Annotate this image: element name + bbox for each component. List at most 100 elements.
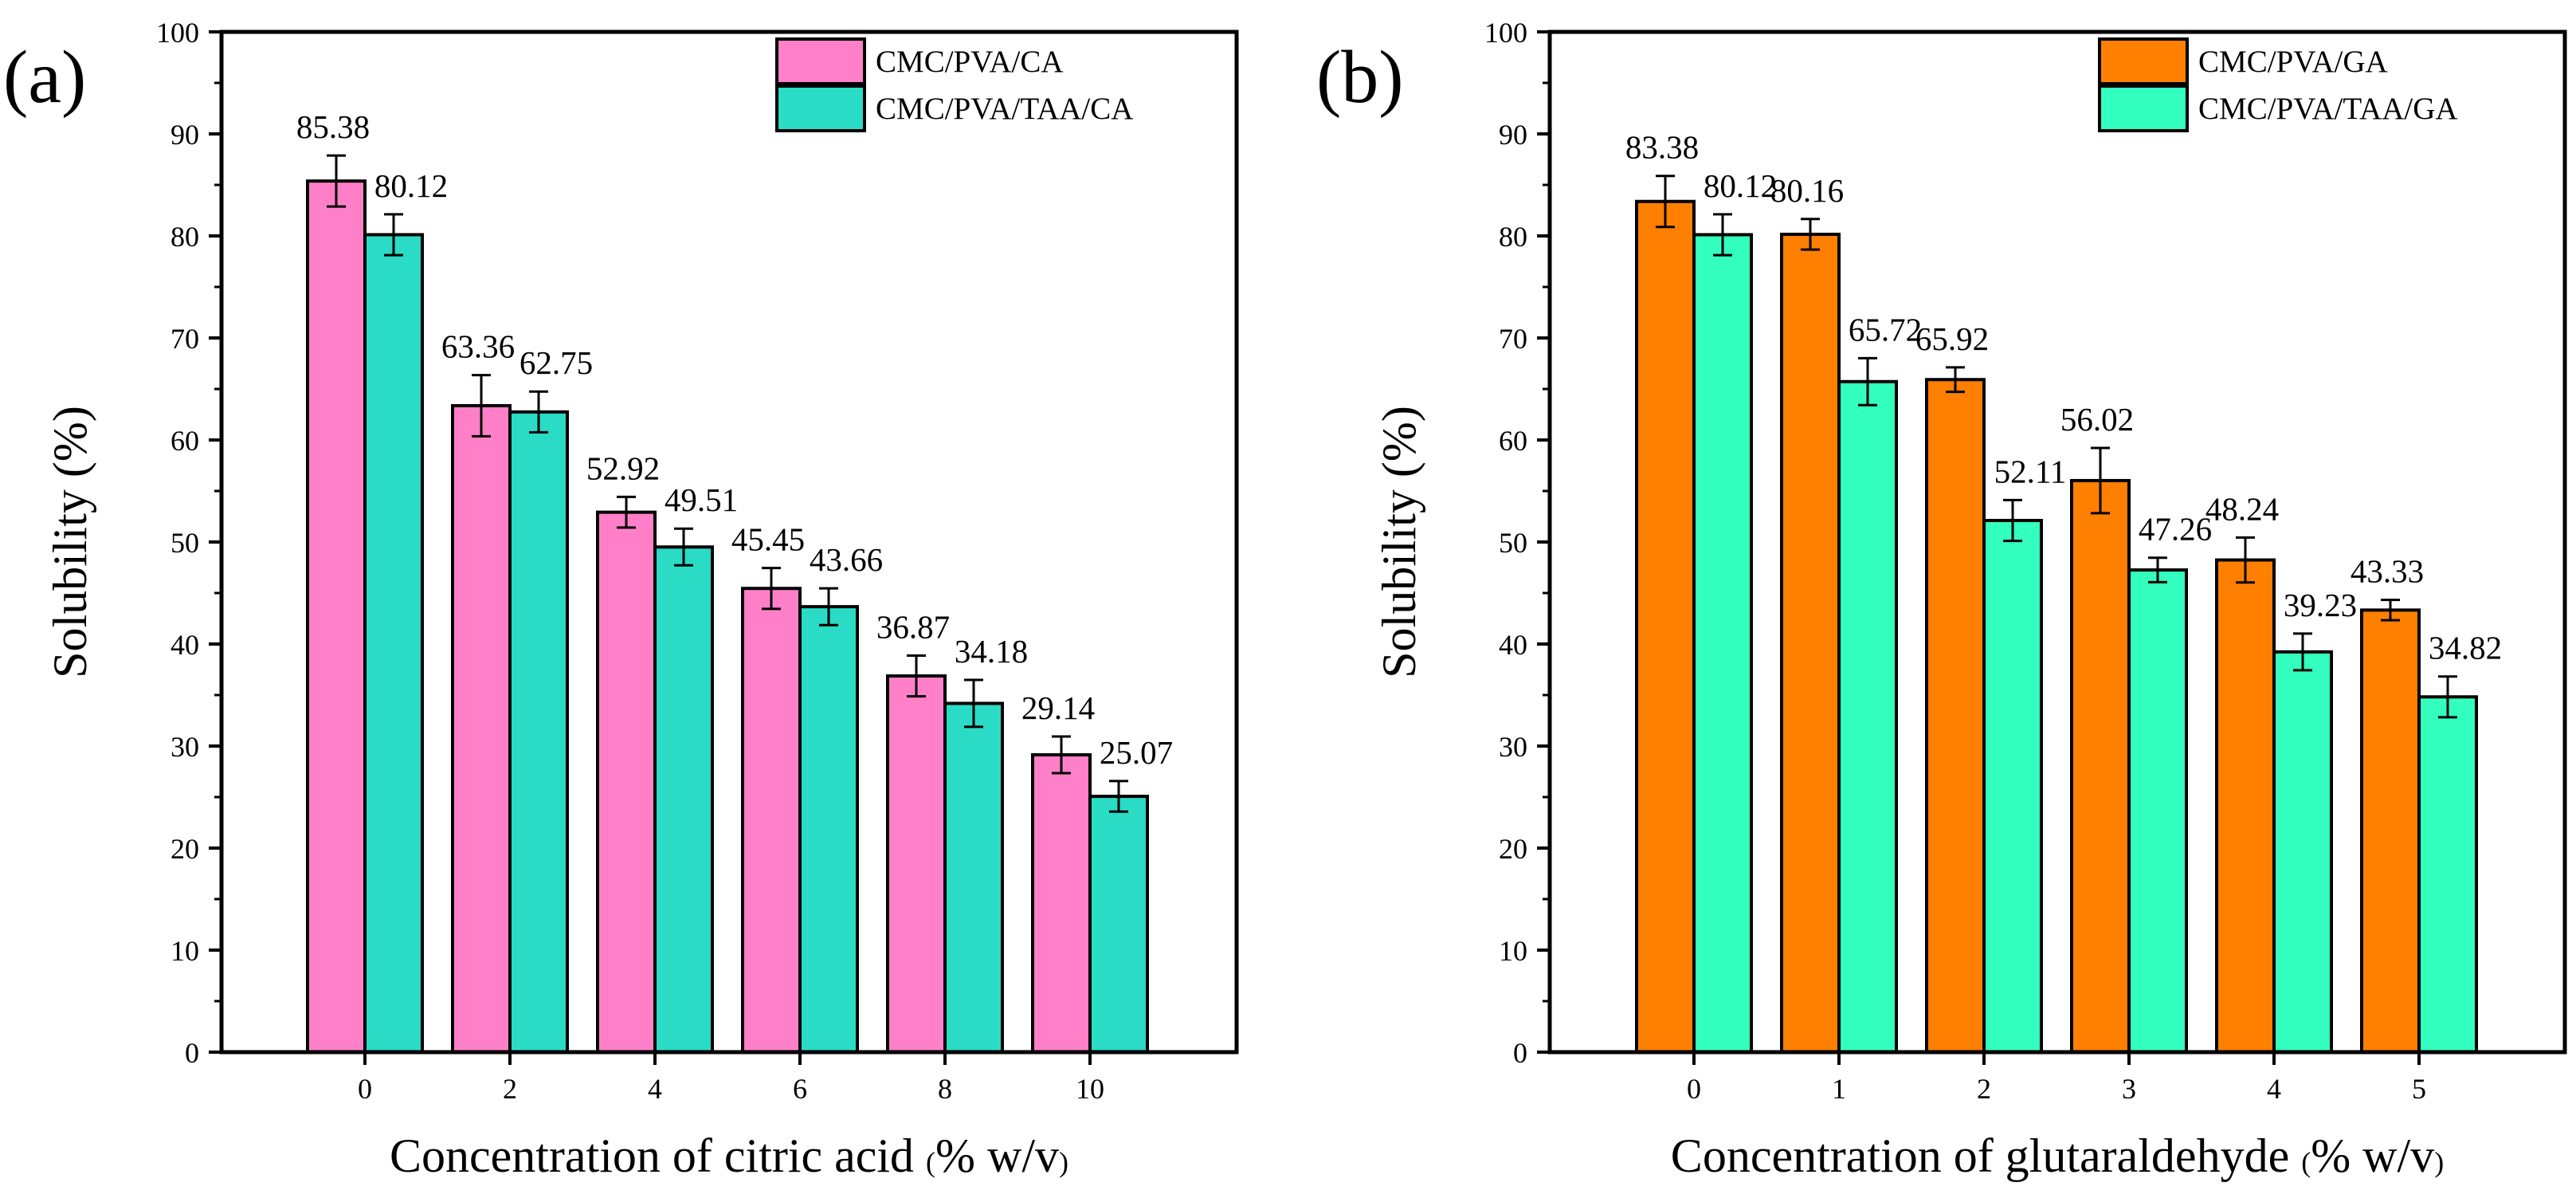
x-axis-label: Concentration of glutaraldehyde (% w/v)	[1671, 1129, 2444, 1182]
legend-swatch	[2098, 84, 2189, 132]
x-axis-label-paren-close: )	[1059, 1146, 1068, 1178]
y-tick-label: 90	[171, 119, 199, 151]
data-label: 45.45	[731, 521, 805, 558]
bar-cmc-pva-taa-ga-5	[2417, 695, 2478, 1055]
panel-label: (b)	[1316, 36, 1404, 119]
data-label: 29.14	[1021, 689, 1095, 726]
y-tick-label: 30	[1499, 731, 1527, 763]
legend-swatch	[2098, 37, 2189, 85]
x-tick-label: 0	[358, 1073, 372, 1105]
x-tick-label: 3	[2122, 1073, 2136, 1105]
y-tick-label: 10	[1499, 935, 1527, 967]
data-label: 80.16	[1770, 172, 1844, 209]
bar-cmc-pva-taa-ga-2	[1982, 518, 2043, 1054]
bar-cmc-pva-ca-0	[306, 179, 367, 1055]
x-axis-label-unit: % w/v	[935, 1129, 1059, 1182]
bar-cmc-pva-taa-ca-0	[363, 233, 424, 1054]
plot-frame	[1547, 29, 2567, 1055]
data-label: 49.51	[665, 481, 738, 518]
bar-cmc-pva-ga-3	[2070, 478, 2131, 1054]
bar-cmc-pva-ca-4	[596, 510, 657, 1054]
y-tick-label: 70	[171, 323, 199, 355]
x-tick-label: 0	[1687, 1073, 1701, 1105]
legend-swatch	[775, 37, 866, 85]
data-label: 43.66	[810, 541, 883, 578]
bar-cmc-pva-taa-ca-6	[798, 605, 859, 1054]
data-label: 80.12	[1704, 167, 1777, 204]
data-label: 65.92	[1915, 320, 1989, 357]
bar-cmc-pva-taa-ca-10	[1088, 795, 1149, 1054]
y-tick-label: 80	[171, 221, 199, 253]
legend: CMC/PVA/CA CMC/PVA/TAA/CA	[775, 37, 1133, 132]
data-label: 43.33	[2351, 553, 2424, 590]
bar-cmc-pva-taa-ca-4	[653, 545, 714, 1054]
legend-label: CMC/PVA/CA	[876, 45, 1064, 79]
y-tick-label: 20	[1499, 833, 1527, 865]
x-tick-label: 6	[793, 1073, 807, 1105]
y-tick-label: 0	[185, 1037, 199, 1069]
bar-cmc-pva-ca-10	[1031, 753, 1092, 1054]
x-axis-label-paren-close: )	[2434, 1146, 2444, 1178]
plot-frame	[219, 29, 1239, 1055]
bar-cmc-pva-taa-ca-2	[508, 410, 569, 1054]
y-tick-label: 50	[1499, 527, 1527, 559]
data-label: 48.24	[2205, 490, 2279, 527]
y-tick-label: 40	[1499, 629, 1527, 661]
bar-cmc-pva-ga-1	[1780, 232, 1841, 1054]
x-tick-label: 4	[2267, 1073, 2281, 1105]
x-tick-label: 4	[648, 1073, 662, 1105]
bar-cmc-pva-ca-8	[886, 674, 947, 1055]
x-tick-label: 5	[2412, 1073, 2426, 1105]
data-label: 47.26	[2139, 511, 2212, 548]
data-label: 36.87	[876, 608, 950, 645]
panel-label: (a)	[3, 36, 86, 119]
bar-cmc-pva-ca-6	[741, 587, 802, 1054]
bar-cmc-pva-taa-ga-4	[2272, 650, 2333, 1055]
y-tick-label: 70	[1499, 323, 1527, 355]
y-tick-label: 40	[171, 629, 199, 661]
legend: CMC/PVA/GA CMC/PVA/TAA/GA	[2098, 37, 2458, 132]
data-label: 52.92	[586, 450, 660, 486]
x-tick-label: 8	[938, 1073, 952, 1105]
x-axis-label: Concentration of citric acid (% w/v)	[390, 1129, 1068, 1182]
x-tick-label: 1	[1832, 1073, 1846, 1105]
x-axis-label-paren-open: (	[2301, 1146, 2311, 1178]
y-tick-label: 100	[156, 17, 199, 49]
data-label: 34.18	[955, 633, 1028, 670]
legend-label: CMC/PVA/GA	[2198, 45, 2388, 79]
y-tick-label: 80	[1499, 221, 1527, 253]
data-label: 34.82	[2429, 630, 2502, 666]
x-tick-label: 2	[503, 1073, 517, 1105]
data-label: 25.07	[1100, 734, 1173, 771]
y-tick-label: 60	[1499, 425, 1527, 457]
bar-cmc-pva-ca-2	[451, 403, 512, 1054]
x-axis-label-paren-open: (	[926, 1146, 935, 1178]
x-axis-label-main: Concentration of glutaraldehyde	[1671, 1129, 2301, 1182]
bar-cmc-pva-ga-0	[1635, 199, 1696, 1055]
y-axis-label: Solubility (%)	[44, 406, 96, 678]
x-tick-label: 10	[1076, 1073, 1104, 1105]
data-label: 65.72	[1849, 311, 1922, 348]
y-axis-label: Solubility (%)	[1373, 406, 1425, 678]
bar-cmc-pva-taa-ga-3	[2127, 568, 2188, 1054]
bar-cmc-pva-ga-5	[2360, 608, 2421, 1054]
bar-cmc-pva-taa-ga-1	[1837, 379, 1898, 1054]
y-tick-label: 50	[171, 527, 199, 559]
x-axis-label-main: Concentration of citric acid	[390, 1129, 926, 1182]
y-tick-label: 10	[171, 935, 199, 967]
legend-label: CMC/PVA/TAA/GA	[2198, 92, 2458, 126]
data-label: 63.36	[441, 328, 515, 365]
data-label: 52.11	[1994, 453, 2067, 489]
legend-label: CMC/PVA/TAA/CA	[876, 92, 1133, 126]
data-label: 39.23	[2284, 587, 2357, 623]
data-label: 80.12	[374, 167, 448, 204]
data-label: 83.38	[1625, 129, 1699, 166]
y-tick-label: 90	[1499, 119, 1527, 151]
bar-cmc-pva-ga-2	[1925, 378, 1986, 1054]
data-label: 85.38	[296, 108, 370, 145]
x-tick-label: 2	[1977, 1073, 1991, 1105]
y-tick-label: 60	[171, 425, 199, 457]
y-tick-label: 100	[1484, 17, 1527, 49]
